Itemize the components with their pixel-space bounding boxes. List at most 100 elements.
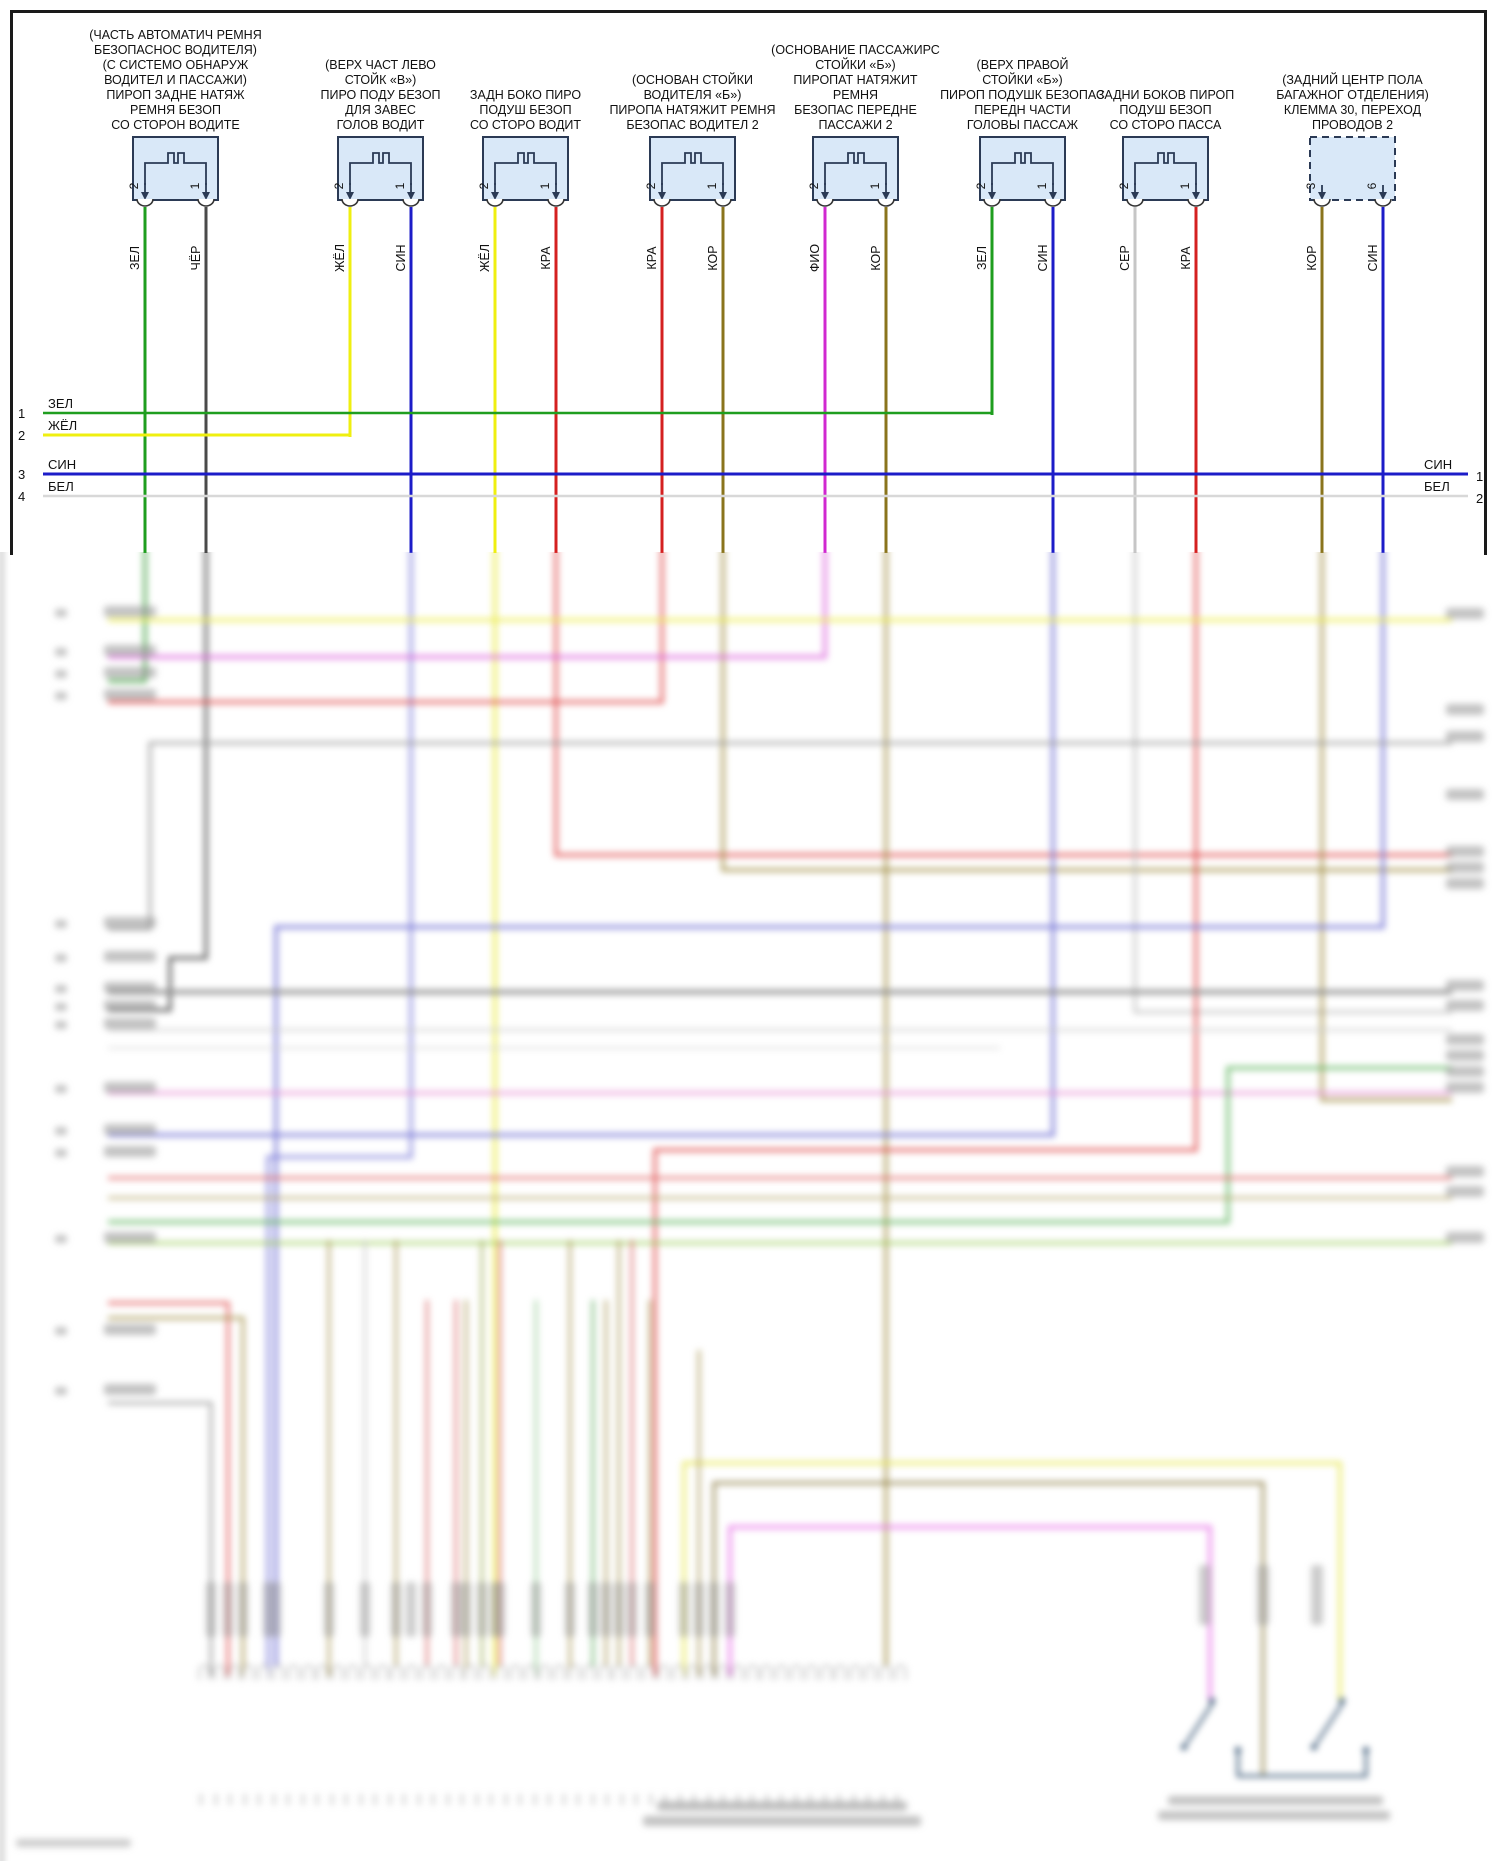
- squib-box-passenger-side-airbag: [1122, 136, 1209, 201]
- pin-label-blob: [477, 1582, 487, 1637]
- connector-pin: [894, 1665, 906, 1680]
- component-label-passenger-side-airbag: ЗАДНИ БОКОВ ПИРОП ПОДУШ БЕЗОП СО СТОРО ПАС…: [1051, 88, 1281, 133]
- connector-pin: [687, 1665, 699, 1680]
- pin-label-blob: [614, 1582, 624, 1637]
- caption-blob: [1168, 1796, 1383, 1805]
- left-wire-label-blob: [104, 1324, 156, 1335]
- left-wire-label-blob: [104, 1082, 156, 1093]
- terminal-arc-icon: [402, 198, 420, 207]
- pin-number: 1: [1178, 182, 1192, 190]
- connector-tick: [562, 1794, 565, 1805]
- blurred-lower-diagram: [0, 552, 1500, 1861]
- pin-arrowhead-icon: [882, 192, 890, 200]
- terminal-arc-icon: [136, 198, 154, 207]
- terminal-arc-icon: [1187, 198, 1205, 207]
- connector-tick: [780, 1794, 782, 1805]
- connector-pin: [865, 1665, 876, 1680]
- pin-arrowhead-icon: [821, 192, 829, 200]
- left-wire-label-blob: [104, 1232, 156, 1243]
- left-pin-number-blob: [55, 692, 67, 700]
- connector-pin: [435, 1665, 447, 1680]
- terminal-arc-icon: [816, 198, 834, 207]
- left-wire-label-blob: [104, 917, 156, 928]
- component-label-line: (ВЕРХ ЧАСТ ЛЕВО: [325, 58, 436, 72]
- connector-pin: [273, 1665, 284, 1680]
- switch-contact-dot: [1235, 1747, 1241, 1753]
- wire-color-label: СИН: [1036, 244, 1050, 272]
- left-wire-label-blob: [104, 982, 156, 993]
- bus-label-left-СИН: СИН: [48, 457, 77, 472]
- component-label-line: ГОЛОВЫ ПАССАЖ: [966, 118, 1079, 132]
- blurred-wire: [728, 1525, 1212, 1700]
- left-wire-label-blob: [104, 951, 156, 962]
- connector-tick: [519, 1794, 521, 1805]
- page-border-left: [10, 10, 13, 555]
- right-wire-label-blob: [1446, 1000, 1484, 1011]
- left-pin-number-blob: [55, 1327, 67, 1335]
- schematic-top-canvas: [43, 136, 1468, 553]
- switch-pin-label-blob: [1257, 1565, 1269, 1625]
- switch-contact-dot: [1209, 1698, 1215, 1704]
- bus-number-right: 2: [1476, 491, 1484, 506]
- squib-element-icon: [824, 152, 887, 185]
- connector-tick: [258, 1794, 260, 1805]
- component-label-line: БЕЗОПАС ВОДИТЕЛ 2: [626, 118, 759, 132]
- pin-label-blob: [360, 1582, 370, 1637]
- blurred-wire: [653, 552, 1198, 1676]
- pin-arrowhead-icon: [1379, 192, 1387, 200]
- switch-pin-label-blob: [1311, 1565, 1323, 1625]
- pin-label-blob: [223, 1582, 233, 1637]
- connector-tick: [243, 1794, 246, 1805]
- wire-color-label: ЖЁЛ: [478, 243, 492, 273]
- bus-label-right-БЕЛ: БЕЛ: [1424, 479, 1450, 494]
- pin-arrowhead-icon: [1131, 192, 1139, 200]
- wire-color-label: СИН: [1366, 244, 1380, 272]
- blurred-wire: [721, 552, 1452, 872]
- blurred-wire: [108, 552, 664, 704]
- connector-tick: [664, 1794, 666, 1805]
- connector-pin: [228, 1665, 240, 1680]
- blurred-wire: [274, 552, 1385, 1676]
- connector-pin: [524, 1665, 536, 1680]
- connector-pin: [820, 1665, 832, 1680]
- connector-tick: [432, 1794, 434, 1805]
- connector-tick: [287, 1794, 289, 1805]
- pin-arrowhead-icon: [491, 192, 499, 200]
- pin-label-blob: [709, 1582, 719, 1637]
- bus-number-left: 3: [18, 467, 26, 482]
- pin-number: 2: [807, 182, 821, 190]
- component-label-line: БЕЗОПАСНОС ВОДИТЕЛЯ): [94, 43, 257, 57]
- squib-box-passenger-b-pillar-pretensioner-2: [812, 136, 899, 201]
- connector-pin: [672, 1665, 684, 1680]
- blurred-wire: [554, 552, 1452, 857]
- component-label-line: ПИРОПА НАТЯЖИТ РЕМНЯ: [609, 103, 776, 117]
- squib-element-icon: [991, 152, 1054, 185]
- connector-tick: [751, 1794, 753, 1805]
- component-label-line: ПРОВОДОВ 2: [1311, 118, 1394, 132]
- connector-tick: [722, 1794, 724, 1805]
- wire-color-label: СЕР: [1118, 245, 1132, 271]
- connector-pin: [643, 1665, 654, 1680]
- terminal-arc-icon: [983, 198, 1001, 207]
- left-pin-number-blob: [55, 609, 67, 617]
- pin-label-blob: [588, 1582, 598, 1637]
- connector-tick: [635, 1794, 637, 1805]
- pin-number: 6: [1365, 182, 1379, 190]
- connector-tick: [852, 1794, 855, 1805]
- connector-tick: [707, 1794, 710, 1805]
- connector-pin: [391, 1665, 403, 1680]
- connector-pin: [850, 1665, 862, 1680]
- component-label-right-curtain-airbag: (ВЕРХ ПРАВОЙ СТОЙКИ «Б») ПИРОП ПОДУШК БЕЗО…: [908, 58, 1138, 133]
- connector-pin: [702, 1665, 714, 1680]
- caption-blob: [1158, 1811, 1390, 1820]
- component-label-driver-b-pillar-pretensioner-2: (ОСНОВАН СТОЙКИ ВОДИТЕЛЯ «Б») ПИРОПА НАТЯЖ…: [578, 73, 808, 133]
- right-wire-label-blob: [1446, 704, 1484, 715]
- connector-tick: [446, 1794, 449, 1805]
- connector-tick: [693, 1794, 695, 1805]
- wire-color-label: КОР: [869, 245, 883, 271]
- buckle-switch-icon: [1184, 1703, 1214, 1745]
- pin-label-blob: [565, 1582, 575, 1637]
- pin-number: 1: [393, 182, 407, 190]
- pin-arrowhead-icon: [346, 192, 354, 200]
